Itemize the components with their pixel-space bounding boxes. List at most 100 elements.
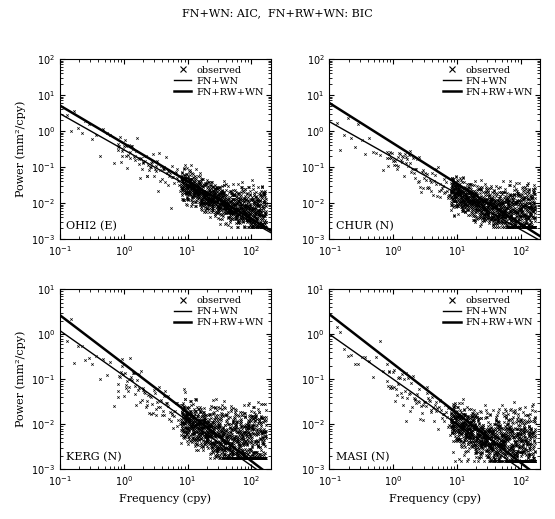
Point: [200, 430, 209, 438]
Point: [474, 198, 483, 207]
Point: [205, 188, 214, 197]
Point: [522, 219, 531, 227]
Point: [469, 192, 478, 200]
Point: [260, 454, 269, 462]
Point: [467, 200, 476, 209]
Point: [196, 199, 205, 208]
Point: [211, 211, 220, 220]
Point: [244, 217, 253, 225]
Point: [412, 155, 421, 163]
Point: [488, 436, 497, 444]
Point: [519, 447, 528, 455]
Point: [450, 411, 458, 419]
Point: [179, 431, 188, 439]
Point: [221, 417, 230, 426]
Point: [238, 433, 247, 441]
Point: [396, 374, 405, 383]
Point: [451, 424, 460, 432]
Point: [475, 431, 483, 440]
Point: [514, 440, 523, 448]
Point: [216, 414, 225, 422]
Point: [456, 187, 465, 195]
Point: [228, 429, 237, 438]
Point: [236, 417, 245, 426]
Point: [497, 197, 506, 205]
Point: [227, 448, 236, 456]
Point: [470, 201, 479, 209]
Point: [179, 179, 188, 187]
Point: [180, 394, 189, 403]
Point: [248, 428, 256, 436]
Point: [229, 204, 238, 212]
Point: [259, 220, 268, 228]
Point: [519, 200, 528, 209]
Point: [478, 435, 487, 444]
Point: [521, 436, 529, 444]
Point: [208, 196, 216, 204]
Point: [350, 143, 359, 151]
Point: [234, 440, 243, 448]
Point: [195, 424, 204, 432]
Point: [249, 181, 258, 189]
Point: [487, 201, 496, 210]
Point: [477, 211, 486, 220]
Point: [468, 198, 477, 206]
Point: [530, 223, 539, 231]
Point: [233, 200, 242, 208]
Point: [250, 199, 259, 207]
Point: [205, 189, 214, 198]
Point: [459, 405, 468, 413]
Point: [430, 171, 439, 179]
Point: [519, 222, 528, 230]
Point: [483, 210, 492, 218]
Point: [174, 416, 183, 424]
Point: [520, 193, 529, 201]
Point: [255, 434, 264, 443]
Point: [255, 443, 264, 452]
Point: [256, 400, 265, 408]
Point: [229, 190, 238, 199]
Point: [170, 412, 179, 420]
Point: [495, 425, 503, 433]
Point: [463, 189, 472, 197]
Point: [455, 455, 464, 463]
Point: [481, 206, 490, 214]
Point: [261, 210, 270, 218]
Point: [485, 457, 494, 466]
Point: [476, 423, 485, 431]
Point: [74, 342, 83, 350]
Point: [516, 447, 525, 456]
Point: [396, 156, 405, 165]
Point: [526, 201, 535, 210]
Point: [195, 181, 204, 189]
Point: [492, 457, 501, 466]
Point: [206, 423, 215, 431]
Point: [250, 204, 259, 213]
Point: [251, 454, 260, 462]
Point: [400, 387, 409, 395]
Point: [199, 424, 208, 432]
Point: [250, 454, 259, 462]
Point: [258, 454, 267, 462]
Point: [222, 206, 231, 214]
Point: [260, 425, 269, 433]
Point: [203, 204, 211, 212]
Point: [497, 209, 506, 217]
Point: [405, 390, 413, 398]
Point: [486, 411, 495, 419]
Point: [137, 367, 145, 376]
Point: [181, 409, 190, 417]
Point: [516, 416, 524, 425]
Point: [451, 411, 460, 419]
Point: [243, 216, 252, 224]
Point: [478, 203, 487, 212]
Point: [451, 426, 460, 434]
Point: [459, 419, 468, 428]
Point: [509, 190, 518, 199]
Point: [500, 449, 508, 457]
Point: [232, 438, 241, 446]
Point: [229, 209, 238, 217]
Point: [220, 193, 229, 201]
Point: [252, 210, 261, 218]
Point: [235, 206, 244, 214]
